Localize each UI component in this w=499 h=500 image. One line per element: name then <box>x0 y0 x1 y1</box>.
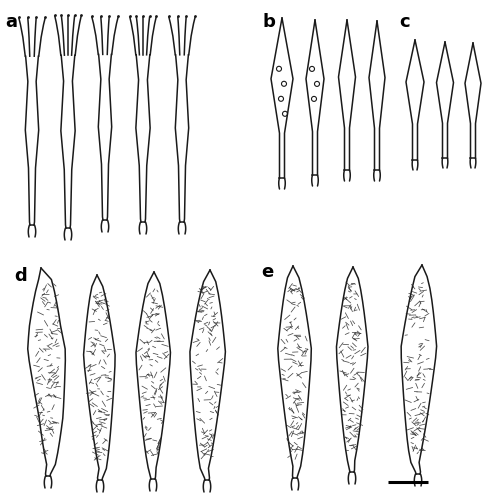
Text: c: c <box>399 13 410 31</box>
Text: a: a <box>5 13 17 31</box>
Text: e: e <box>261 263 273 281</box>
Text: d: d <box>14 267 27 285</box>
Text: b: b <box>263 13 276 31</box>
